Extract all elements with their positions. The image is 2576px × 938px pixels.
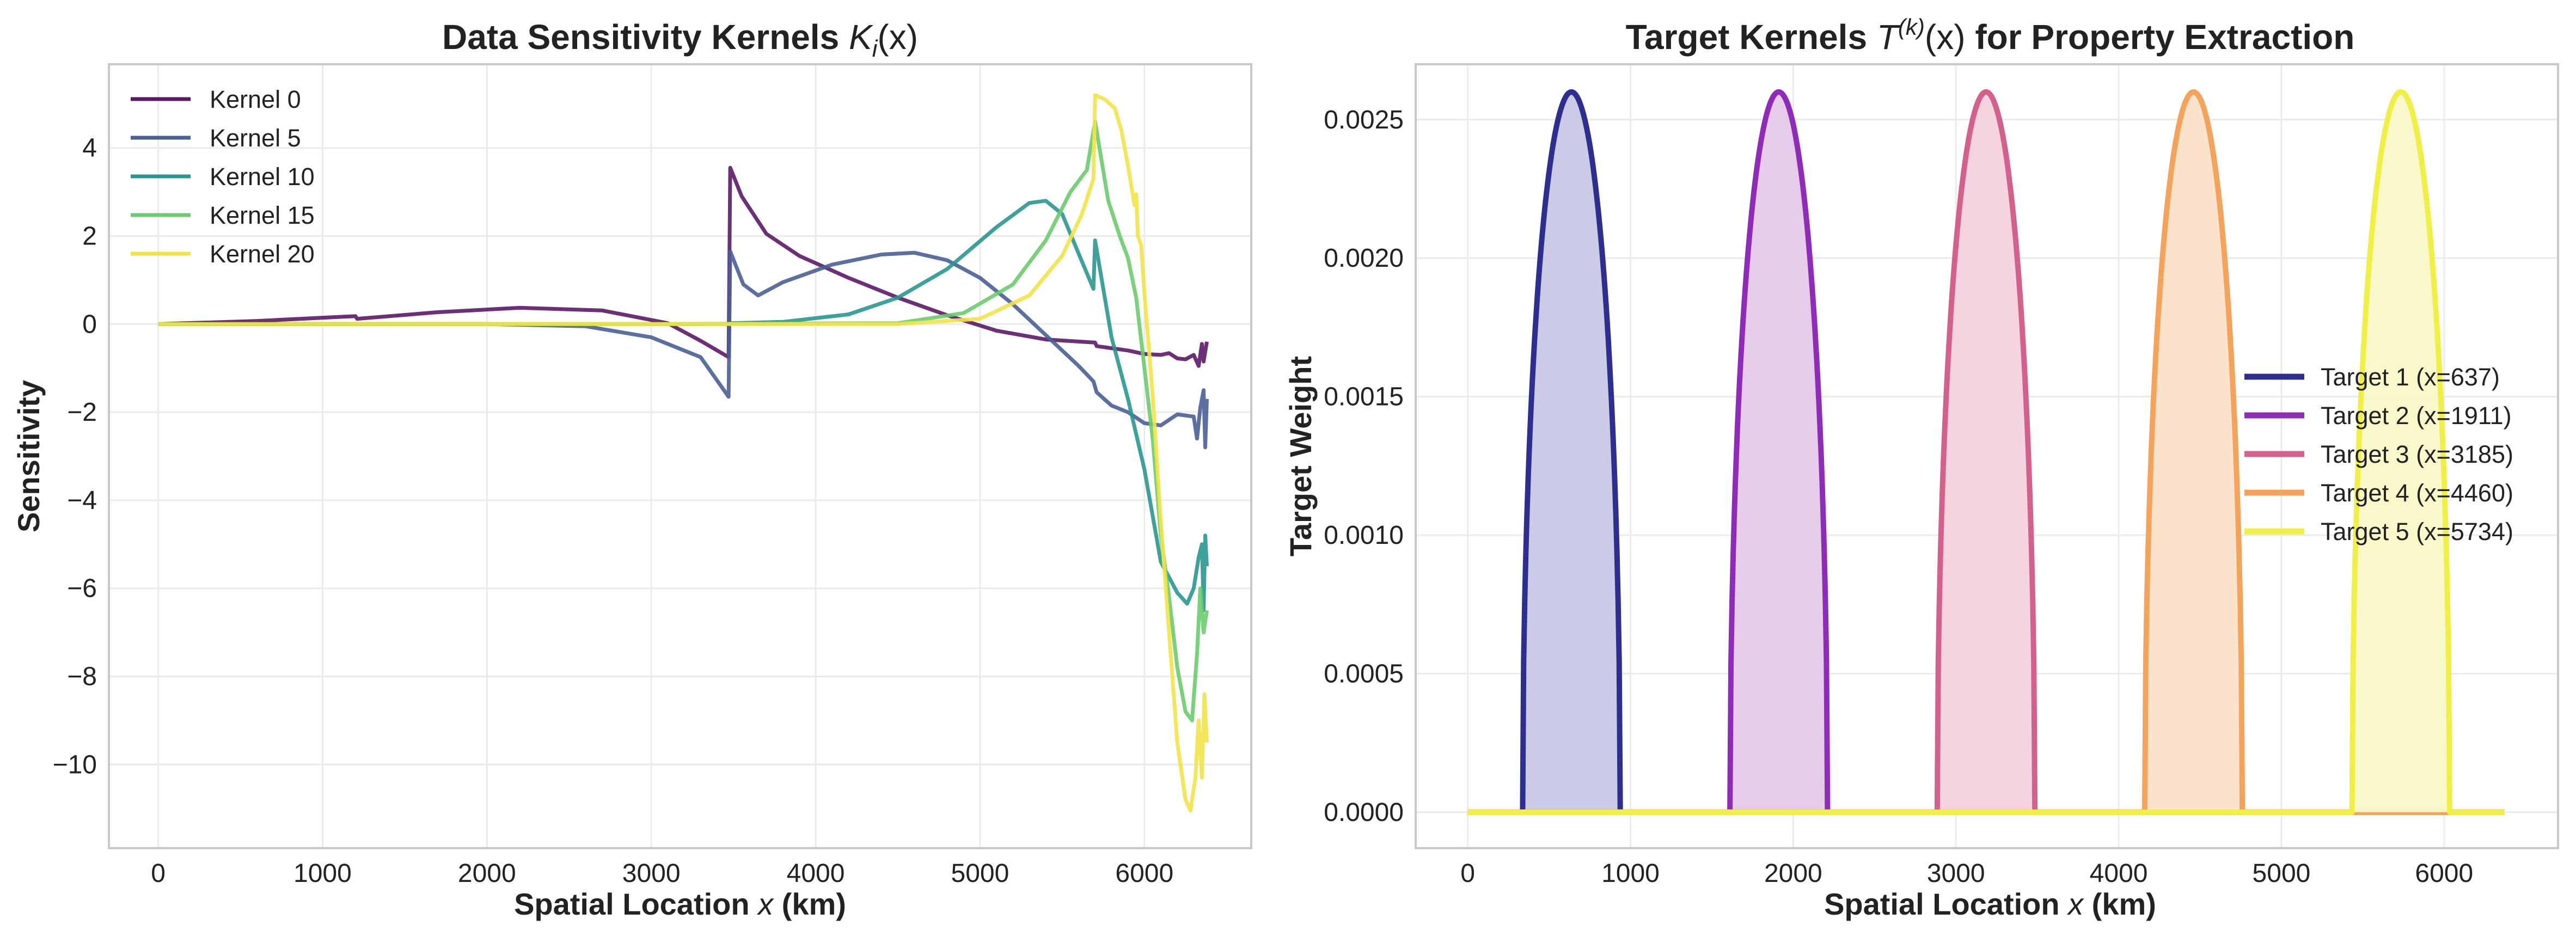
target-line-5 <box>1467 89 2505 815</box>
y-tick-label: 0.0000 <box>1324 798 1404 827</box>
y-tick-label: −10 <box>53 750 97 779</box>
right-series-group <box>1467 89 2505 815</box>
left-series-group <box>158 93 1209 813</box>
right-plot-frame <box>1415 63 2559 849</box>
series-line-kernel-3 <box>158 119 1209 722</box>
series-line-kernel-0 <box>158 165 1209 368</box>
legend-label: Kernel 20 <box>210 240 315 268</box>
y-tick-label: 0.0020 <box>1324 244 1404 273</box>
x-tick-label: 1000 <box>1601 859 1660 888</box>
target-line-4 <box>1467 89 2505 815</box>
target-area-2 <box>1730 91 1828 812</box>
x-tick-label: 1000 <box>293 859 352 888</box>
legend-label: Target 5 (x=5734) <box>2321 518 2513 545</box>
legend-label: Target 3 (x=3185) <box>2321 440 2513 468</box>
y-tick-label: −4 <box>67 486 97 515</box>
legend-label: Kernel 15 <box>210 201 315 229</box>
left-grid <box>109 64 1251 848</box>
x-tick-label: 3000 <box>622 859 681 888</box>
target-area-5 <box>2352 91 2450 812</box>
left-x-ticks: 0 1000 2000 3000 4000 5000 6000 <box>151 859 1173 888</box>
right-y-axis-label: Target Weight <box>1283 356 1318 556</box>
x-tick-label: 6000 <box>1115 859 1173 888</box>
left-y-axis-label: Sensitivity <box>11 380 46 532</box>
y-tick-label: 0 <box>82 310 97 339</box>
right-chart: 0 1000 2000 3000 4000 5000 6000 0.00000.00050.… <box>1283 14 2559 921</box>
legend-label: Kernel 0 <box>210 85 301 113</box>
right-y-ticks: 0.0000 0.0005 0.0010 0.0015 0.0020 0.0025 <box>1324 106 1404 827</box>
y-tick-label: 0.0025 <box>1324 106 1404 134</box>
left-y-ticks: 4 2 0 −2 −4 −6 −8 −10 <box>53 134 97 780</box>
x-tick-label: 5000 <box>951 859 1009 888</box>
x-tick-label: 0 <box>1460 859 1475 888</box>
target-area-4 <box>2144 91 2243 812</box>
y-tick-label: −8 <box>67 662 97 691</box>
left-x-axis-label: Spatial Location x (km) <box>514 887 846 921</box>
y-tick-label: 4 <box>82 134 97 163</box>
target-line-2 <box>1467 89 2505 815</box>
target-line-3 <box>1467 89 2505 815</box>
left-legend: Kernel 0 Kernel 5 Kernel 10 Kernel 15 Kernel… <box>131 85 315 268</box>
right-x-ticks: 0 1000 2000 3000 4000 5000 6000 <box>1460 859 2473 888</box>
x-tick-label: 4000 <box>787 859 845 888</box>
y-tick-label: 0.0010 <box>1324 521 1404 550</box>
x-tick-label: 0 <box>151 859 166 888</box>
legend-label: Kernel 5 <box>210 124 301 152</box>
right-legend: Target 1 (x=637) Target 2 (x=1911) Target … <box>2244 363 2513 545</box>
legend-label: Kernel 10 <box>210 163 315 191</box>
x-tick-label: 2000 <box>1764 859 1822 888</box>
target-area-1 <box>1522 91 1620 812</box>
y-tick-label: 0.0005 <box>1324 659 1404 688</box>
left-plot-frame <box>108 63 1252 849</box>
x-tick-label: 3000 <box>1927 859 1985 888</box>
x-tick-label: 5000 <box>2253 859 2311 888</box>
y-tick-label: −2 <box>67 398 97 427</box>
left-chart: 0 1000 2000 3000 4000 5000 6000 4 2 0 −2 −4 −6 −8 −10… <box>11 17 1252 921</box>
target-line-1 <box>1467 89 2505 815</box>
target-area-3 <box>1937 91 2035 812</box>
right-x-axis-label: Spatial Location x (km) <box>1824 887 2156 921</box>
y-tick-label: −6 <box>67 574 97 603</box>
series-line-kernel-2 <box>158 199 1209 612</box>
y-tick-label: 2 <box>82 222 97 251</box>
y-tick-label: 0.0015 <box>1324 383 1404 412</box>
x-tick-label: 2000 <box>458 859 516 888</box>
series-line-kernel-1 <box>158 249 1209 450</box>
x-tick-label: 6000 <box>2415 859 2473 888</box>
legend-label: Target 2 (x=1911) <box>2321 402 2512 430</box>
series-line-kernel-4 <box>158 93 1209 813</box>
legend-label: Target 1 (x=637) <box>2321 363 2500 391</box>
right-chart-title: Target Kernels T(k)(x) for Property Extr… <box>1626 14 2355 57</box>
legend-label: Target 4 (x=4460) <box>2321 479 2513 507</box>
left-chart-title: Data Sensitivity Kernels Ki(x) <box>442 17 918 62</box>
x-tick-label: 4000 <box>2090 859 2148 888</box>
